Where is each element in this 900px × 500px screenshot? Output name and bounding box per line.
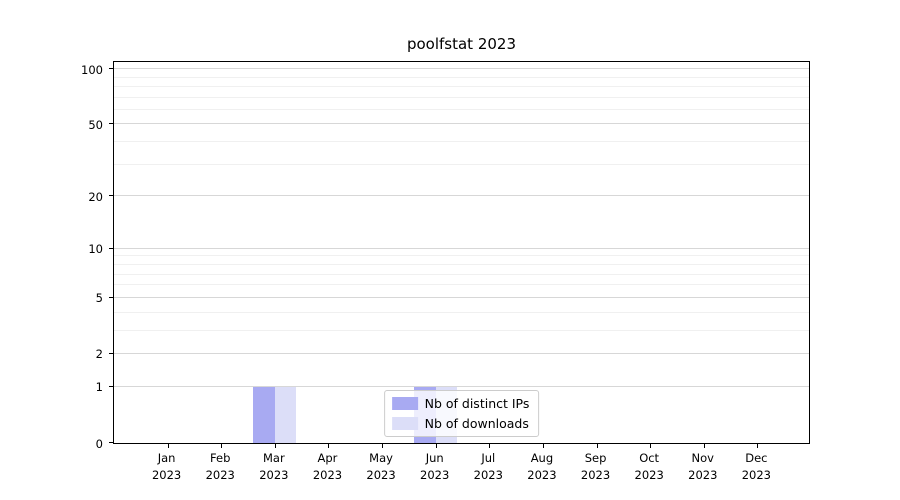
x-tick-label: Mar 2023 <box>259 451 289 482</box>
y-tick-label: 50 <box>88 117 103 132</box>
x-tick-label: Jan 2023 <box>151 451 182 482</box>
gridline-minor <box>114 85 809 87</box>
legend-swatch-distinct-ips <box>391 397 418 410</box>
x-axis: Jan 2023 Feb 2023 Mar 2023 Apr 2023 May 2023… <box>113 450 810 490</box>
x-tick-mark <box>382 444 384 448</box>
y-tick-label: 10 <box>88 242 103 257</box>
y-tick-label: 1 <box>95 380 103 395</box>
y-tick-mark <box>109 442 113 443</box>
gridline-minor <box>114 264 809 265</box>
y-tick-mark <box>109 195 113 197</box>
y-tick-mark <box>109 296 113 298</box>
y-tick-label: 5 <box>95 291 103 306</box>
x-tick-label: Jun 2023 <box>420 451 450 482</box>
y-tick-label: 100 <box>81 62 103 77</box>
chart-title: poolfstat 2023 <box>406 35 517 53</box>
bar-distinct-ips <box>253 386 275 443</box>
x-tick-mark <box>703 444 705 448</box>
x-tick-mark <box>542 444 544 448</box>
legend-label-distinct-ips: Nb of distinct IPs <box>424 396 530 411</box>
gridline-major <box>114 353 809 354</box>
x-tick-label: Apr 2023 <box>312 451 343 482</box>
y-tick-mark <box>109 247 113 249</box>
x-tick-label: Dec 2023 <box>741 451 772 482</box>
gridline-major <box>114 195 809 197</box>
gridline-minor <box>114 311 809 313</box>
legend-swatch-downloads <box>391 417 418 430</box>
x-tick-label: Sep 2023 <box>580 451 611 482</box>
plot-area: Nb of distinct IPs Nb of downloads <box>109 61 810 448</box>
legend-entry-downloads: Nb of downloads <box>391 416 530 431</box>
legend-entry-distinct-ips: Nb of distinct IPs <box>391 396 530 411</box>
x-tick-label: Oct 2023 <box>634 451 664 482</box>
gridline-minor <box>114 273 809 275</box>
x-tick-label: Aug 2023 <box>527 451 557 482</box>
gridline-minor <box>114 76 809 78</box>
y-tick-mark <box>109 68 113 70</box>
gridline-minor <box>114 163 809 165</box>
x-tick-mark <box>757 444 759 448</box>
y-axis: 0 1 2 5 10 20 50 100 <box>56 61 103 451</box>
x-tick-label: Nov 2023 <box>688 451 718 482</box>
gridline-minor <box>114 284 809 286</box>
x-tick-label: Jul 2023 <box>473 451 503 482</box>
legend: Nb of distinct IPs Nb of downloads <box>383 390 540 437</box>
gridline-major <box>114 247 809 249</box>
bar-downloads <box>274 386 297 443</box>
x-tick-mark <box>435 444 437 448</box>
y-tick-label: 20 <box>88 189 103 204</box>
x-tick-label: Feb 2023 <box>205 451 235 482</box>
x-tick-mark <box>167 444 169 448</box>
gridline-major <box>114 123 809 125</box>
gridline-minor <box>114 255 809 257</box>
gridline-minor <box>114 141 809 143</box>
gridline-minor <box>114 96 809 98</box>
y-tick-mark <box>109 353 113 354</box>
gridline-minor <box>114 108 809 110</box>
x-tick-label: May 2023 <box>366 451 396 482</box>
y-tick-mark <box>109 385 113 387</box>
legend-label-downloads: Nb of downloads <box>424 416 529 431</box>
y-tick-mark <box>109 123 113 125</box>
y-tick-label: 2 <box>95 347 103 362</box>
x-tick-mark <box>221 444 223 448</box>
gridline-major <box>114 296 809 298</box>
x-tick-mark <box>650 444 652 448</box>
gridline-minor <box>114 329 809 331</box>
y-tick-label: 0 <box>95 436 103 451</box>
x-tick-mark <box>328 444 330 448</box>
x-tick-mark <box>596 444 598 448</box>
x-tick-mark <box>489 444 491 448</box>
x-tick-mark <box>274 444 276 448</box>
gridline-major <box>114 68 809 70</box>
gridline-major <box>114 385 809 387</box>
